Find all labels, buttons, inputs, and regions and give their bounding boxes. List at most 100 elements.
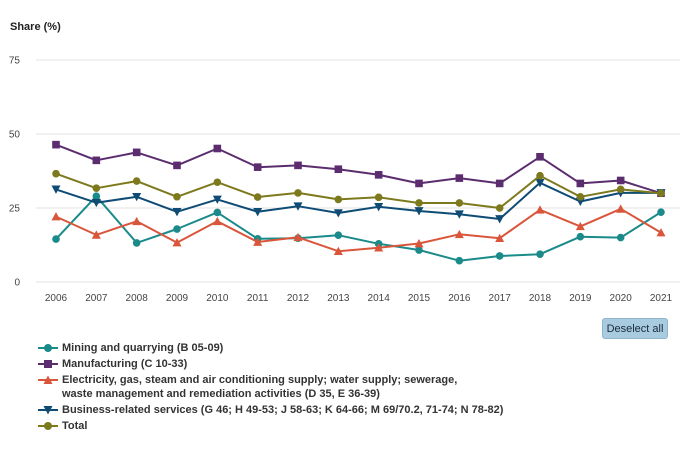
data-point[interactable] bbox=[616, 204, 626, 213]
series-2[interactable] bbox=[51, 204, 666, 256]
legend-circle-teal-icon bbox=[38, 344, 58, 352]
series-1[interactable] bbox=[52, 140, 665, 197]
data-point[interactable] bbox=[495, 233, 505, 242]
data-point[interactable] bbox=[495, 204, 504, 212]
data-point[interactable] bbox=[536, 152, 544, 161]
data-point[interactable] bbox=[91, 230, 101, 239]
series-line bbox=[55, 195, 662, 262]
data-point[interactable] bbox=[657, 189, 665, 197]
data-point[interactable] bbox=[333, 246, 343, 256]
data-point[interactable] bbox=[132, 192, 142, 202]
data-point[interactable] bbox=[293, 232, 303, 242]
data-point[interactable] bbox=[91, 198, 101, 208]
legend-item-manufacturing[interactable]: Manufacturing (C 10-33) bbox=[38, 357, 558, 371]
legend-circle-olive-icon bbox=[38, 422, 58, 430]
data-point[interactable] bbox=[455, 199, 464, 207]
x-tick-label: 2010 bbox=[206, 293, 229, 304]
data-point[interactable] bbox=[334, 231, 343, 240]
y-tick-label: 75 bbox=[9, 56, 21, 67]
legend-item-business[interactable]: Business-related services (G 46; H 49-53… bbox=[38, 403, 558, 417]
data-point[interactable] bbox=[495, 215, 505, 224]
series-3[interactable] bbox=[51, 179, 666, 224]
data-point[interactable] bbox=[535, 205, 545, 214]
series-line bbox=[55, 143, 662, 195]
data-point[interactable] bbox=[253, 208, 263, 217]
data-point[interactable] bbox=[455, 256, 464, 265]
data-point[interactable] bbox=[374, 171, 383, 179]
data-point[interactable] bbox=[575, 221, 585, 231]
series-4[interactable] bbox=[52, 169, 665, 212]
x-tick-label: 2009 bbox=[166, 293, 189, 304]
legend-item-mining[interactable]: Mining and quarrying (B 05-09) bbox=[38, 341, 558, 355]
data-point[interactable] bbox=[656, 228, 666, 237]
data-point[interactable] bbox=[536, 250, 544, 258]
data-point[interactable] bbox=[92, 156, 101, 165]
data-point[interactable] bbox=[213, 208, 222, 217]
data-point[interactable] bbox=[173, 225, 181, 233]
series-lines[interactable] bbox=[51, 140, 666, 265]
data-point[interactable] bbox=[51, 185, 61, 194]
data-point[interactable] bbox=[253, 193, 262, 201]
data-point[interactable] bbox=[132, 148, 141, 157]
x-tick-label: 2021 bbox=[650, 293, 673, 304]
data-point[interactable] bbox=[52, 140, 60, 149]
data-point[interactable] bbox=[374, 193, 383, 202]
data-point[interactable] bbox=[212, 216, 222, 226]
data-point[interactable] bbox=[212, 195, 222, 204]
data-point[interactable] bbox=[92, 192, 101, 200]
legend: Mining and quarrying (B 05-09) Manufactu… bbox=[38, 341, 558, 435]
data-point[interactable] bbox=[414, 239, 424, 248]
data-point[interactable] bbox=[576, 179, 585, 188]
data-point[interactable] bbox=[294, 161, 302, 170]
data-point[interactable] bbox=[333, 209, 343, 218]
data-point[interactable] bbox=[51, 212, 61, 221]
legend-label-total: Total bbox=[62, 420, 88, 432]
data-point[interactable] bbox=[576, 192, 585, 201]
data-point[interactable] bbox=[616, 233, 625, 242]
data-point[interactable] bbox=[495, 252, 504, 260]
data-point[interactable] bbox=[455, 174, 464, 182]
data-point[interactable] bbox=[576, 232, 585, 241]
data-point[interactable] bbox=[454, 210, 464, 219]
data-point[interactable] bbox=[172, 238, 182, 247]
deselect-all-button[interactable]: Deselect all bbox=[602, 318, 668, 339]
data-point[interactable] bbox=[535, 179, 545, 188]
data-point[interactable] bbox=[213, 144, 222, 153]
data-point[interactable] bbox=[616, 176, 625, 185]
data-point[interactable] bbox=[253, 237, 263, 246]
data-point[interactable] bbox=[374, 203, 384, 212]
series-0[interactable] bbox=[52, 192, 665, 265]
data-point[interactable] bbox=[52, 169, 60, 178]
data-point[interactable] bbox=[334, 195, 343, 204]
data-point[interactable] bbox=[132, 216, 142, 226]
data-point[interactable] bbox=[374, 243, 384, 252]
data-point[interactable] bbox=[52, 235, 60, 243]
data-point[interactable] bbox=[92, 184, 101, 192]
data-point[interactable] bbox=[173, 192, 181, 201]
x-tick-label: 2011 bbox=[247, 293, 269, 304]
data-point[interactable] bbox=[415, 199, 423, 207]
data-point[interactable] bbox=[132, 177, 141, 185]
y-axis-title: Share (%) bbox=[10, 21, 61, 33]
data-point[interactable] bbox=[172, 208, 182, 217]
data-point[interactable] bbox=[334, 165, 343, 174]
data-point[interactable] bbox=[536, 171, 544, 180]
data-point[interactable] bbox=[415, 179, 423, 188]
data-point[interactable] bbox=[173, 161, 181, 170]
data-point[interactable] bbox=[132, 239, 141, 247]
data-point[interactable] bbox=[293, 202, 303, 211]
data-point[interactable] bbox=[454, 229, 464, 239]
data-point[interactable] bbox=[657, 208, 665, 216]
data-point[interactable] bbox=[495, 179, 504, 188]
data-point[interactable] bbox=[213, 178, 222, 187]
data-point[interactable] bbox=[415, 246, 423, 254]
legend-item-total[interactable]: Total bbox=[38, 419, 558, 433]
data-point[interactable] bbox=[294, 189, 302, 197]
data-point[interactable] bbox=[253, 163, 262, 171]
data-point[interactable] bbox=[616, 185, 625, 194]
x-tick-label: 2017 bbox=[489, 293, 512, 304]
legend-label-electricity: Electricity, gas, steam and air conditio… bbox=[62, 373, 457, 401]
data-point[interactable] bbox=[414, 207, 424, 216]
legend-label-mining: Mining and quarrying (B 05-09) bbox=[62, 342, 224, 354]
legend-item-electricity[interactable]: Electricity, gas, steam and air conditio… bbox=[38, 373, 558, 401]
